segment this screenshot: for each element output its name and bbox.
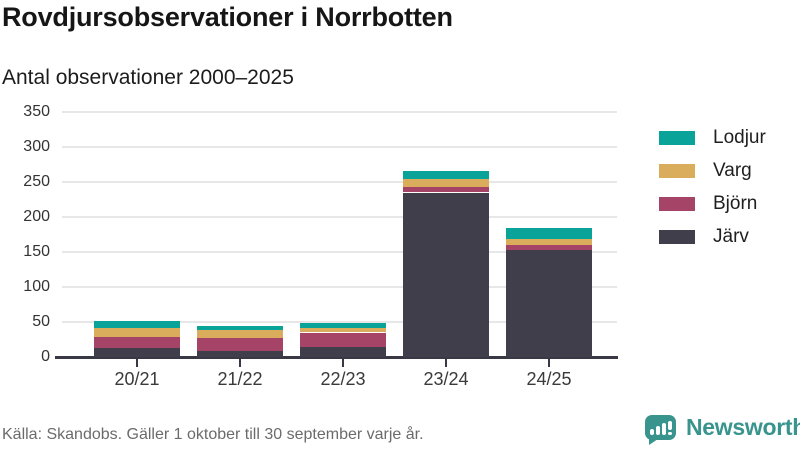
x-axis-label-23-24: 23/24 xyxy=(423,369,469,389)
bar-24-25-segment-bjorn xyxy=(506,245,592,250)
source-note: Källa: Skandobs. Gäller 1 oktober till 3… xyxy=(2,426,424,443)
newsworthy-chart-bubble-icon xyxy=(645,415,676,445)
logo-bar-small xyxy=(649,429,654,435)
bar-23-24-segment-lodjur xyxy=(403,170,489,180)
bar-20-21-segment-jarv xyxy=(94,347,180,357)
bar-22-23-segment-jarv xyxy=(300,346,386,357)
y-axis-label-0: 0 xyxy=(41,348,50,365)
legend-item-jarv: Järv xyxy=(659,226,766,247)
bar-21-22-segment-jarv xyxy=(197,350,283,357)
bar-21-22-segment-varg xyxy=(197,330,283,339)
chart-legend: Lodjur Varg Björn Järv xyxy=(659,127,766,247)
y-axis-label-300: 300 xyxy=(23,138,50,155)
legend-swatch-jarv xyxy=(659,230,695,244)
legend-item-varg: Varg xyxy=(659,160,766,181)
logo-exclamation-icon xyxy=(667,421,672,435)
legend-item-lodjur: Lodjur xyxy=(659,127,766,148)
legend-label-bjorn: Björn xyxy=(713,193,758,214)
gridline-250 xyxy=(62,181,617,183)
x-axis-label-22-23: 22/23 xyxy=(320,369,366,389)
legend-swatch-lodjur xyxy=(659,131,695,145)
chart-title: Rovdjursobservationer i Norrbotten xyxy=(2,2,453,32)
bar-20-21-segment-varg xyxy=(94,328,180,337)
x-axis-tick-21-22 xyxy=(239,359,241,367)
bar-20-21-segment-bjorn xyxy=(94,336,180,348)
gridline-200 xyxy=(62,216,617,218)
legend-swatch-bjorn xyxy=(659,197,695,211)
legend-item-bjorn: Björn xyxy=(659,193,766,214)
x-axis-tick-22-23 xyxy=(342,359,344,367)
bar-23-24-segment-jarv xyxy=(403,192,489,357)
logo-bar-tall xyxy=(661,423,666,435)
bar-22-23-segment-lodjur xyxy=(300,322,386,329)
gridline-300 xyxy=(62,146,617,148)
newsworthy-wordmark: Newsworthy xyxy=(686,414,800,440)
gridline-150 xyxy=(62,251,617,253)
gridline-350 xyxy=(62,111,617,113)
y-axis-label-250: 250 xyxy=(23,173,50,190)
bar-24-25-segment-lodjur xyxy=(506,227,592,239)
newsworthy-logo: Newsworthy xyxy=(645,414,800,445)
y-axis-label-150: 150 xyxy=(23,243,50,260)
bar-21-22-segment-lodjur xyxy=(197,325,283,331)
bar-23-24-segment-varg xyxy=(403,179,489,187)
bar-23-24-segment-bjorn xyxy=(403,186,489,193)
y-axis-label-200: 200 xyxy=(23,208,50,225)
x-axis-tick-20-21 xyxy=(136,359,138,367)
x-axis-label-21-22: 21/22 xyxy=(217,369,263,389)
x-axis-label-24-25: 24/25 xyxy=(526,369,572,389)
legend-swatch-varg xyxy=(659,164,695,178)
x-axis-line xyxy=(55,356,618,359)
y-axis-label-50: 50 xyxy=(32,313,50,330)
bar-22-23-segment-varg xyxy=(300,328,386,333)
x-axis-tick-23-24 xyxy=(445,359,447,367)
gridline-50 xyxy=(62,321,617,323)
legend-label-jarv: Järv xyxy=(713,226,749,247)
legend-label-lodjur: Lodjur xyxy=(713,127,766,148)
gridline-100 xyxy=(62,286,617,288)
bar-24-25-segment-varg xyxy=(506,238,592,245)
x-axis-tick-24-25 xyxy=(548,359,550,367)
bar-24-25-segment-jarv xyxy=(506,249,592,357)
legend-label-varg: Varg xyxy=(713,160,752,181)
logo-bar-medium xyxy=(655,426,660,435)
y-axis-label-100: 100 xyxy=(23,278,50,295)
bar-20-21-segment-lodjur xyxy=(94,320,180,329)
y-axis-label-350: 350 xyxy=(23,103,50,120)
x-axis-label-20-21: 20/21 xyxy=(114,369,160,389)
chart-subtitle: Antal observationer 2000–2025 xyxy=(2,66,294,89)
bar-22-23-segment-bjorn xyxy=(300,332,386,347)
bar-21-22-segment-bjorn xyxy=(197,338,283,351)
